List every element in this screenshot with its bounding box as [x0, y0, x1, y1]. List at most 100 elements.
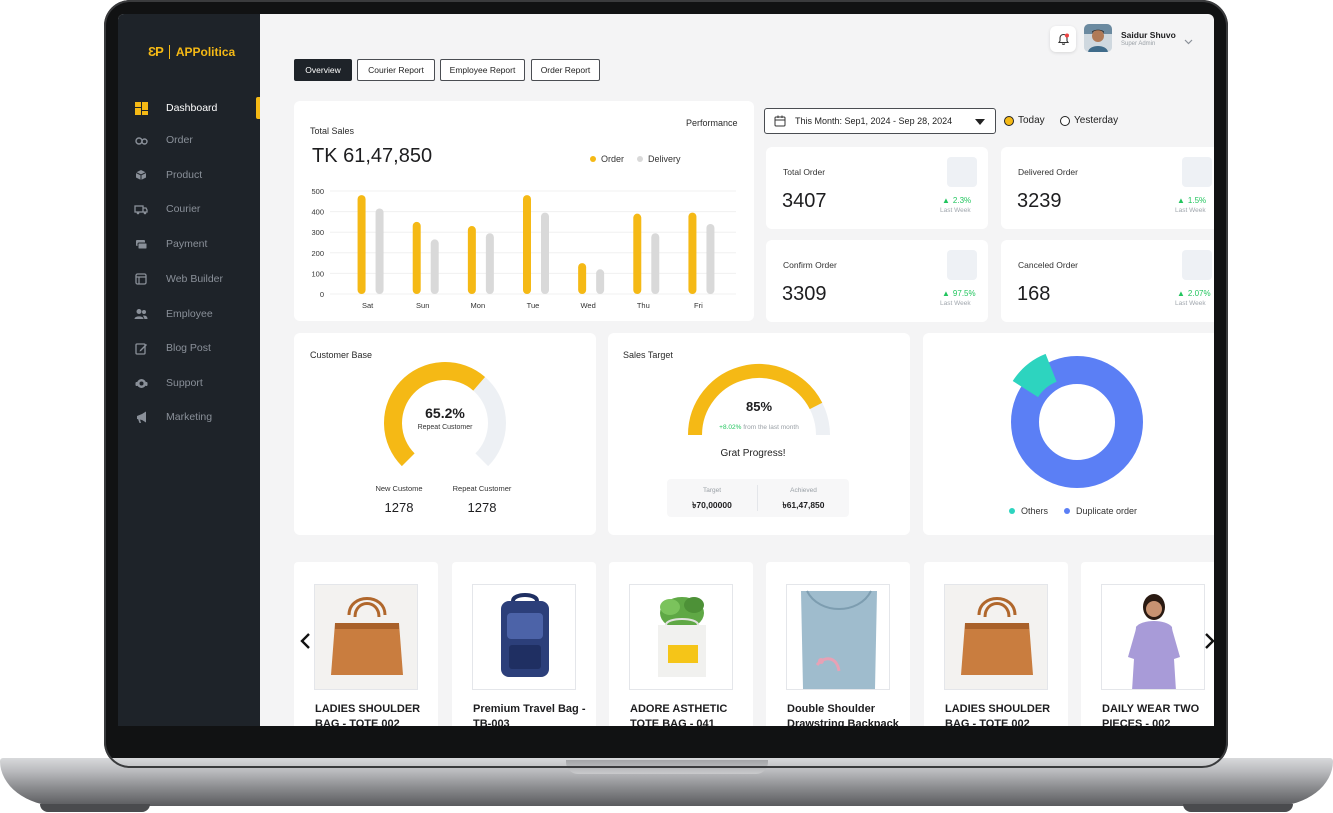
- sidebar-item-label: Employee: [166, 308, 213, 320]
- date-range-select[interactable]: This Month: Sep1, 2024 - Sep 28, 2024: [764, 108, 996, 134]
- stat-change: ▲ 1.5%: [1177, 196, 1206, 205]
- stat-title: Total Order: [783, 167, 826, 177]
- sidebar-item-label: Web Builder: [166, 273, 224, 285]
- order-icon: [134, 133, 148, 147]
- product-card[interactable]: ADORE ASTHETIC TOTE BAG - 041: [609, 562, 753, 726]
- order-split-donut: [1011, 353, 1143, 488]
- product-card[interactable]: Premium Travel Bag - TB-003: [452, 562, 596, 726]
- web-builder-icon: [134, 272, 148, 286]
- summary-divider: [757, 485, 758, 511]
- x-tick-label: Fri: [694, 301, 703, 310]
- sidebar-item-dashboard[interactable]: Dashboard: [118, 97, 260, 119]
- stat-sub: Last Week: [1175, 207, 1206, 214]
- product-image-woman-dress: [1101, 584, 1205, 690]
- user-role: Super Admin: [1121, 41, 1156, 47]
- sidebar-item-label: Order: [166, 134, 193, 146]
- stat-card-delivered-order: Delivered Order 3239 ▲ 1.5% Last Week: [1001, 147, 1214, 229]
- stat-card-confirm-order: Confirm Order 3309 ▲ 97.5% Last Week: [766, 240, 988, 322]
- stat-sub: Last Week: [940, 300, 971, 307]
- legend-others-swatch: [1008, 508, 1015, 514]
- date-range-value: This Month: Sep1, 2024 - Sep 28, 2024: [795, 116, 953, 126]
- radio-yesterday[interactable]: Yesterday: [1060, 115, 1118, 126]
- laptop-foot: [1183, 804, 1293, 812]
- radio-dot: [1060, 115, 1070, 126]
- carousel-prev-button[interactable]: [299, 632, 311, 655]
- notification-bell-button[interactable]: [1050, 26, 1076, 52]
- tab-employee-report[interactable]: Employee Report: [440, 59, 525, 81]
- carousel-next-button[interactable]: [1204, 632, 1214, 655]
- sidebar-item-order[interactable]: Order: [118, 129, 260, 151]
- legend-order-label: Order: [601, 154, 625, 164]
- sidebar-item-web-builder[interactable]: Web Builder: [118, 268, 260, 290]
- sidebar-item-label: Payment: [166, 238, 208, 250]
- sidebar-item-blog-post[interactable]: Blog Post: [118, 337, 260, 359]
- radio-today[interactable]: Today: [1004, 115, 1045, 126]
- gauge-fill: [384, 362, 486, 467]
- stat-change-value: 1.5%: [1187, 196, 1207, 205]
- arrow-up-icon: ▲: [1177, 289, 1185, 298]
- target-label: Target: [702, 487, 722, 494]
- product-card[interactable]: LADIES SHOULDER BAG - TOTE 002: [294, 562, 438, 726]
- radio-dot-selected: [1004, 115, 1014, 126]
- chart-legend: Order Delivery: [590, 154, 681, 164]
- radio-yesterday-label: Yesterday: [1074, 115, 1119, 126]
- tab-overview[interactable]: Overview: [294, 59, 352, 81]
- product-card[interactable]: LADIES SHOULDER BAG - TOTE 002: [924, 562, 1068, 726]
- bar-order: [578, 263, 587, 294]
- sales-target-percent: 85%: [745, 399, 773, 414]
- tab-courier-report[interactable]: Courier Report: [357, 59, 435, 81]
- screen: ƐP APPolitica Dashboard Order Product: [118, 14, 1214, 726]
- sales-target-gauge: [688, 364, 830, 436]
- employee-icon: [134, 307, 148, 321]
- chevron-left-icon: [300, 633, 310, 649]
- total-sales-amount: TK 61,47,850: [312, 145, 433, 167]
- app-logo[interactable]: ƐP APPolitica: [148, 44, 235, 59]
- customer-base-title: Customer Base: [310, 350, 373, 360]
- sidebar-item-product[interactable]: Product: [118, 164, 260, 186]
- sidebar-item-payment[interactable]: Payment: [118, 233, 260, 255]
- avatar[interactable]: [1084, 24, 1112, 52]
- stat-change-value: 2.07%: [1187, 289, 1211, 298]
- product-image-tan-tote: [944, 584, 1048, 690]
- stat-value: 3309: [782, 283, 827, 305]
- x-tick-label: Sun: [416, 301, 429, 310]
- sales-target-change-text: from the last month: [743, 424, 799, 431]
- bar-order: [523, 195, 531, 294]
- stat-value: 3407: [782, 190, 827, 212]
- sidebar-item-support[interactable]: Support: [118, 372, 260, 394]
- chevron-down-icon[interactable]: [1184, 32, 1193, 50]
- x-tick-label: Sat: [362, 301, 374, 310]
- sidebar: ƐP APPolitica Dashboard Order Product: [118, 14, 260, 726]
- sidebar-item-courier[interactable]: Courier: [118, 198, 260, 220]
- sales-target-message: Grat Progress!: [720, 448, 786, 459]
- gauge-fill: [688, 364, 823, 436]
- sales-target-title: Sales Target: [623, 350, 673, 360]
- y-tick-label: 400: [311, 208, 324, 217]
- product-card[interactable]: Double Shoulder Drawstring Backpack: [766, 562, 910, 726]
- repeat-customer-label: Repeat Customer: [452, 484, 512, 493]
- customer-base-percent-label: Repeat Customer: [417, 424, 473, 431]
- stat-change-value: 2.3%: [952, 196, 972, 205]
- stat-icon: [1182, 157, 1212, 187]
- sidebar-item-marketing[interactable]: Marketing: [118, 406, 260, 428]
- truck-icon: [134, 202, 148, 216]
- legend-order-swatch: [590, 156, 596, 162]
- sidebar-item-employee[interactable]: Employee: [118, 303, 260, 325]
- product-image-plant-tote: [629, 584, 733, 690]
- product-name: Double Shoulder Drawstring Backpack: [787, 703, 899, 726]
- sidebar-item-label: Courier: [166, 203, 201, 215]
- stat-title: Delivered Order: [1018, 167, 1078, 177]
- product-image-blue-backpack: [472, 584, 576, 690]
- stat-title: Canceled Order: [1018, 260, 1079, 270]
- tab-order-report[interactable]: Order Report: [531, 59, 600, 81]
- stat-change: ▲ 97.5%: [942, 289, 976, 298]
- stat-title: Confirm Order: [783, 260, 837, 270]
- customer-base-gauge: [384, 362, 506, 467]
- customer-base-percent: 65.2%: [425, 405, 465, 421]
- radio-today-label: Today: [1018, 115, 1045, 126]
- order-split-legend: Others Duplicate order: [923, 506, 1214, 516]
- legend-duplicate-swatch: [1063, 508, 1070, 514]
- dashboard-icon: [134, 101, 148, 115]
- product-card[interactable]: DAILY WEAR TWO PIECES - 002: [1081, 562, 1214, 726]
- product-image-tan-tote: [314, 584, 418, 690]
